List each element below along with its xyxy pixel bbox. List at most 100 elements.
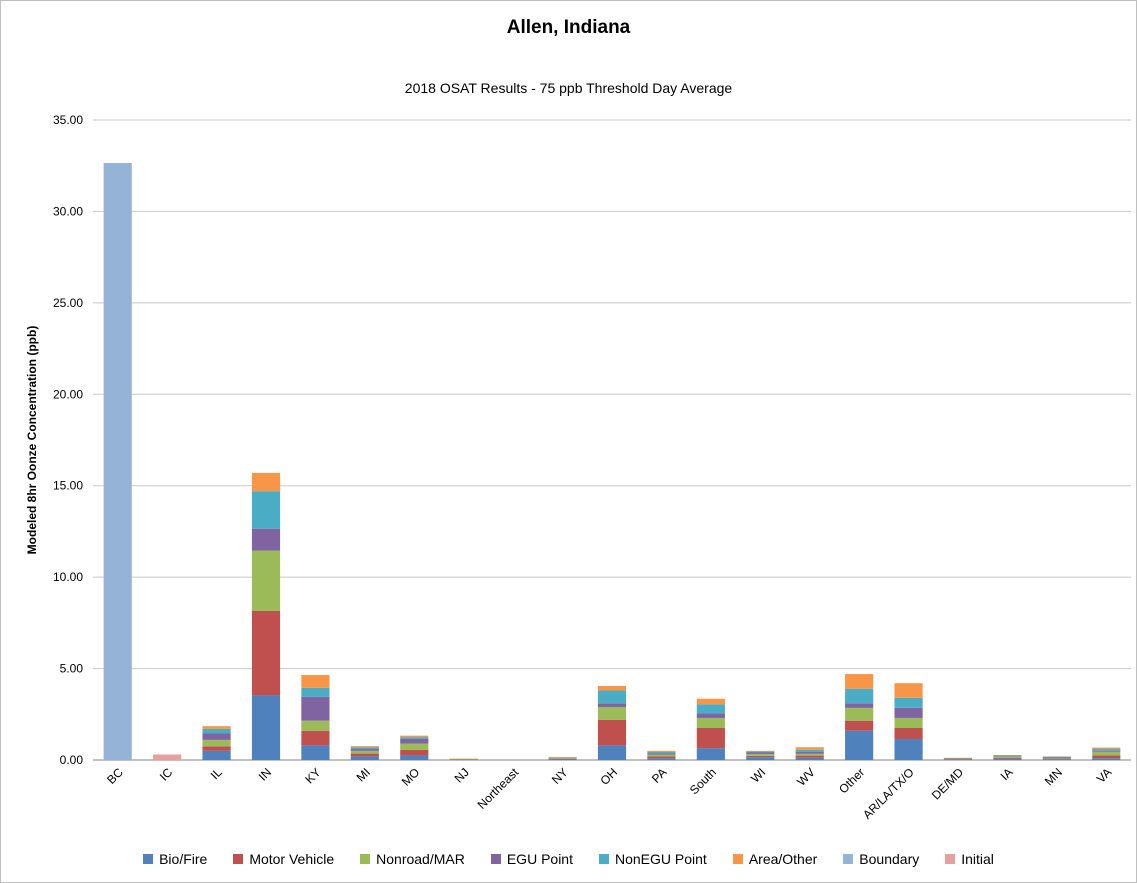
x-tick-label: OH [597,765,620,788]
bar-segment [696,748,725,760]
bar-segment [1092,755,1121,759]
x-tick-label: KY [302,765,323,786]
bar-segment [202,733,231,740]
y-axis-label: Modeled 8hr Oonze Concentration (ppb) [25,326,39,555]
bar-segment [647,753,676,755]
chart-legend: Bio/Fire Motor Vehicle Nonroad/MAR EGU Poin… [0,851,1137,867]
bar-segment [1092,750,1121,752]
x-tick-label: MN [1042,765,1065,788]
bar-segment [1092,758,1121,760]
y-tick-label: 20.00 [53,387,83,401]
x-tick-label: BC [104,765,126,787]
bar-segment [943,759,973,760]
bar-segment [993,758,1022,760]
legend-item: Initial [945,851,994,867]
bar-segment [845,707,874,721]
x-tick-label: MI [354,765,373,784]
legend-swatch [233,854,244,864]
bar-segment [251,550,281,611]
bar-segment [696,728,725,749]
bar-segment [746,757,775,760]
bar-segment [795,751,824,754]
bar-segment [597,703,627,707]
x-tick-label: AR/LA/TX/O [860,765,917,822]
bar-segment [894,738,923,760]
bar-segment [400,749,429,756]
bar-segment [647,754,676,757]
bar-segment [202,746,231,751]
bar-segment [746,751,775,753]
bar-segment [1042,757,1071,759]
legend-label: Motor Vehicle [249,851,335,867]
bar-segment [1042,759,1071,760]
bar-segment [202,726,231,729]
x-tick-label: NY [549,765,571,787]
chart-subtitle: 2018 OSAT Results - 75 ppb Threshold Day… [404,80,733,96]
bar-segment [647,756,676,759]
bar-segment [696,704,725,714]
bar-segment [795,757,824,760]
bar-segment [746,755,775,758]
bar-segment [795,755,824,758]
legend-label: Area/Other [748,851,818,867]
bar-segment [894,728,923,739]
x-tick-label: South [687,765,719,797]
legend-swatch [843,854,854,864]
legend-item: Bio/Fire [143,851,207,867]
legend-label: Bio/Fire [159,851,208,867]
x-tick-label: PA [649,765,670,786]
bar-segment [400,735,429,738]
legend-item: NonEGU Point [598,851,707,867]
bar-segment [251,491,281,529]
bar-segment [993,756,1022,758]
bar-segment [845,674,874,689]
bar-segment [251,472,281,492]
legend-item: EGU Point [490,851,573,867]
bar-segment [548,758,577,759]
bar-segment [548,759,577,760]
x-tick-label: DE/MD [929,765,966,802]
bar-segment [202,750,231,760]
bar-segment [1042,756,1071,758]
bar-segment [1042,758,1071,760]
legend-swatch [598,854,609,864]
bar-segment [202,739,231,747]
bar-segment [350,749,379,751]
bar-segment [301,720,330,731]
x-tick-label: MO [399,765,423,789]
legend-swatch [732,854,743,864]
bar-segment [301,730,330,746]
x-tick-label: IC [157,765,176,784]
bar-segment [548,757,577,758]
y-tick-label: 35.00 [53,113,83,127]
bar-segment [400,755,429,760]
bar-segment [548,756,577,758]
bar-segment [1092,749,1121,751]
legend-label: Boundary [859,851,920,867]
bar-segment [548,758,577,760]
bar-segment [548,757,577,759]
y-tick-label: 30.00 [53,204,83,218]
bar-segment [845,688,874,704]
legend-label: NonEGU Point [614,851,707,867]
bar-segment [845,720,874,731]
bar-segment [746,752,775,754]
bar-segment [943,757,973,759]
bar-segment [894,683,923,698]
legend-label: Initial [961,851,994,867]
bar-segment [1092,751,1121,756]
legend-swatch [945,854,956,864]
legend-item: Boundary [843,851,919,867]
bar-segment [202,728,231,734]
bar-segment [400,743,429,750]
x-tick-label: NJ [452,765,472,785]
bar-segment [746,753,775,756]
bar-segment [943,759,973,760]
bar-segment [251,528,281,551]
x-tick-label: Other [836,765,867,796]
bar-segment [845,730,874,760]
bar-segment [795,747,824,750]
bar-segment [153,754,182,760]
